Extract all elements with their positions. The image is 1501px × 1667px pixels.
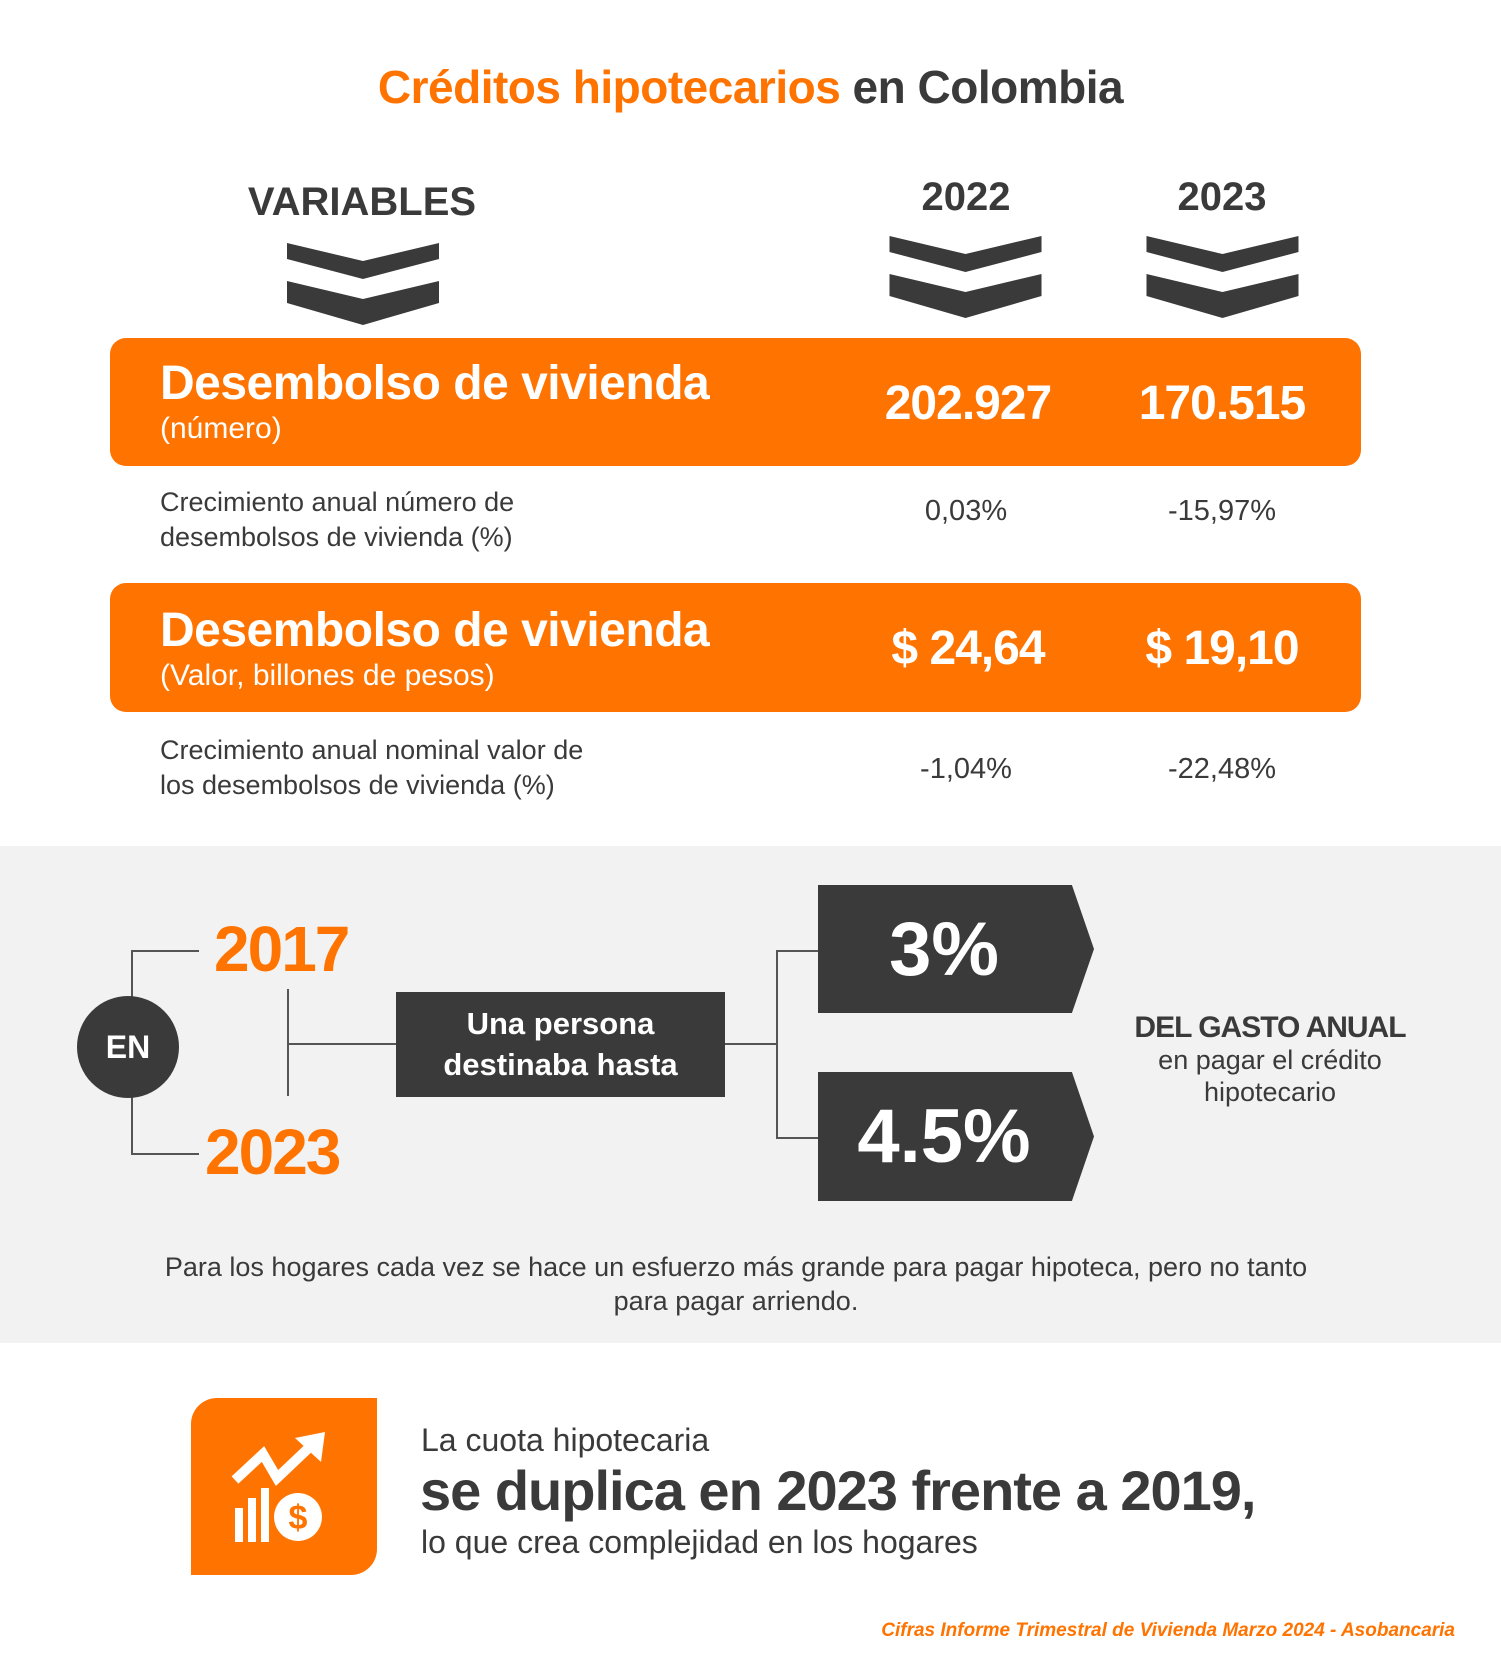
- chevron-down-icon: [1146, 236, 1299, 318]
- connector-line: [776, 950, 818, 952]
- note-text: Para los hogares cada vez se hace un esf…: [164, 1252, 1308, 1316]
- statement-box: Una persona destinaba hasta: [396, 992, 725, 1097]
- chevron-down-icon: [889, 236, 1042, 318]
- year-2022-header: 2022: [921, 175, 1011, 219]
- growth-label: Crecimiento anual nominal valor de los de…: [160, 735, 584, 800]
- source-caption: Cifras Informe Trimestral de Vivienda Ma…: [881, 1620, 1455, 1641]
- callout-line-3: lo que crea complejidad en los hogares: [421, 1524, 978, 1560]
- connector-line: [287, 1043, 397, 1045]
- value-2023: $ 19,10: [1145, 622, 1299, 675]
- en-circle: EN: [77, 996, 179, 1098]
- percent-2017: 3%: [818, 885, 1094, 1013]
- disbursement-value-row: Desembolso de vivienda (Valor, billones …: [110, 583, 1361, 712]
- growth-2022: 0,03%: [924, 495, 1008, 527]
- growth-2023: -22,48%: [1167, 753, 1276, 785]
- callout-headline: se duplica en 2023 frente a 2019,: [420, 1459, 1256, 1522]
- chevron-down-icon: [287, 243, 439, 325]
- growth-chart-dollar-icon: $: [231, 1432, 325, 1542]
- callout-line-1: La cuota hipotecaria: [421, 1422, 710, 1458]
- value-2023: 170.515: [1138, 377, 1307, 430]
- variables-header: VARIABLES: [247, 180, 477, 224]
- year-2023-header: 2023: [1177, 175, 1267, 219]
- row-title: Desembolso de vivienda: [160, 357, 710, 410]
- row-subtitle: (número): [160, 412, 282, 445]
- growth-label: Crecimiento anual número de desembolsos d…: [160, 487, 515, 552]
- bracket-line: [131, 950, 199, 952]
- year-2023: 2023: [205, 1116, 341, 1188]
- connector-line: [776, 950, 778, 1139]
- annual-expense-label: DEL GASTO ANUAL en pagar el crédito hipo…: [1134, 1011, 1406, 1108]
- svg-text:$: $: [289, 1499, 308, 1537]
- percent-2023: 4.5%: [818, 1072, 1094, 1201]
- year-2017: 2017: [214, 913, 350, 985]
- value-2022: $ 24,64: [891, 622, 1045, 675]
- connector-line: [725, 1043, 777, 1045]
- bracket-line: [131, 1153, 199, 1155]
- page-title: Créditos hipotecarios en Colombia: [377, 61, 1124, 113]
- comparison-section: [0, 846, 1501, 1343]
- connector-line: [776, 1137, 818, 1139]
- disbursement-count-row: Desembolso de vivienda (número) 202.927 …: [110, 338, 1361, 466]
- row-subtitle: (Valor, billones de pesos): [160, 659, 495, 692]
- growth-2022: -1,04%: [920, 753, 1012, 785]
- row-title: Desembolso de vivienda: [160, 604, 710, 657]
- growth-2023: -15,97%: [1167, 495, 1276, 527]
- connector-line: [287, 989, 289, 1096]
- callout-icon-box: $: [191, 1398, 377, 1575]
- value-2022: 202.927: [884, 377, 1053, 430]
